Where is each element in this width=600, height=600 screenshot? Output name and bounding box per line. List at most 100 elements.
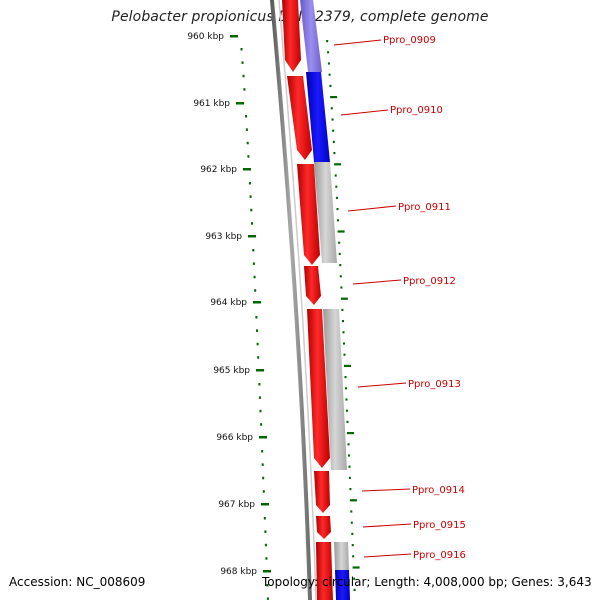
gc-skew-dot (351, 532, 354, 535)
gc-skew-dot (337, 219, 339, 222)
blast-hit (300, 0, 322, 72)
ruler-tick-label: 965 kbp (213, 366, 250, 376)
gc-skew-dot (332, 140, 335, 143)
gc-skew-dot (343, 342, 345, 345)
gc-skew-dot (327, 51, 330, 54)
gc-skew-dot (342, 320, 344, 323)
gc-skew-dot (327, 62, 330, 65)
ruler-dot (258, 383, 261, 386)
gc-skew-dot (347, 432, 354, 435)
gc-skew-dot (334, 163, 342, 166)
gene-label[interactable]: Ppro_0909 (383, 35, 436, 46)
gene-label[interactable]: Ppro_0910 (390, 105, 443, 116)
ruler-dot (262, 476, 265, 480)
ruler-dot (246, 141, 249, 145)
gc-skew-dot (335, 185, 338, 188)
ruler-dot (249, 195, 252, 198)
ruler-dot (260, 423, 263, 426)
cds-arrow (304, 266, 321, 305)
ruler-tick-label: 964 kbp (210, 298, 247, 308)
gc-skew-dot (338, 252, 341, 255)
ruler-dot (266, 584, 269, 587)
ruler-dot (257, 356, 260, 359)
ruler-dot (245, 128, 248, 131)
blast-hit (314, 162, 337, 263)
gc-skew-dot (341, 308, 344, 311)
gene-leader-line (347, 205, 397, 212)
ruler-dot (245, 115, 248, 118)
ruler-dot (241, 61, 244, 64)
ruler-tick (256, 369, 264, 372)
gc-skew-dot (351, 544, 354, 547)
ruler-dot (255, 316, 258, 319)
gc-skew-dot (349, 488, 352, 491)
gene-label[interactable]: Ppro_0914 (412, 485, 465, 496)
ruler-tick-label: 963 kbp (205, 232, 242, 242)
ruler-tick-label: 967 kbp (218, 500, 255, 510)
ruler-dot (250, 208, 253, 212)
gene-label[interactable]: Ppro_0913 (408, 379, 461, 390)
gc-skew-dot (330, 96, 338, 99)
ruler-dot (248, 182, 251, 185)
ruler-tick (230, 35, 238, 38)
ruler-tick (261, 503, 269, 506)
ruler-tick-label: 962 kbp (200, 165, 237, 175)
gc-skew-dot (350, 510, 353, 513)
gc-skew-dot (338, 241, 341, 244)
gc-skew-dot (348, 465, 351, 468)
gene-label[interactable]: Ppro_0911 (398, 202, 451, 213)
gc-skew-dot (339, 275, 342, 278)
ruler-dot (261, 450, 264, 453)
gc-skew-dot (340, 286, 343, 289)
blast-hit (323, 309, 347, 470)
backbone-track (270, 0, 312, 600)
ruler-dot (242, 74, 245, 78)
gc-skew-dot (331, 118, 334, 121)
ruler-tick (236, 102, 244, 105)
gene-label-leaders (333, 39, 412, 558)
gc-skew-dot (330, 107, 333, 110)
gc-skew-dot (347, 443, 350, 446)
ruler-dot (252, 249, 255, 252)
genome-summary: Topology: circular; Length: 4,008,000 bp… (262, 575, 592, 589)
gc-skew-dot (352, 566, 360, 569)
gc-skew-dot (344, 364, 351, 367)
ruler-tick-label: 966 kbp (216, 433, 253, 443)
cds-arrow (314, 471, 330, 513)
ruler-tick (248, 235, 256, 238)
gene-leader-line (361, 488, 411, 492)
gc-skew-dot (348, 454, 350, 457)
blast-hit (334, 542, 349, 570)
ruler-dot (251, 222, 253, 225)
gc-skew-dot (339, 264, 342, 267)
ruler-tick (263, 570, 271, 573)
gene-label[interactable]: Ppro_0916 (413, 550, 466, 561)
gene-leader-line (362, 523, 412, 528)
ruler-dot (256, 329, 258, 332)
cds-arrow (316, 516, 331, 539)
gc-skew-dot (349, 499, 357, 502)
ruler-dot (256, 342, 259, 346)
ruler-tick-label: 968 kbp (220, 567, 257, 577)
ruler-dot (247, 155, 250, 158)
gc-skew-dot (345, 387, 347, 390)
gene-leader-line (363, 553, 412, 558)
gene-labels: Ppro_0909 Ppro_0910 Ppro_0911 Ppro_0912 Ppro… (383, 35, 466, 561)
gene-label[interactable]: Ppro_0915 (413, 520, 466, 531)
gene-leader-line (340, 109, 389, 116)
gc-skew-dot (345, 398, 348, 401)
ruler-dot (264, 543, 267, 547)
cds-track (282, 0, 333, 600)
gc-skew-dot (343, 353, 346, 356)
blast-hit (306, 72, 330, 162)
accession-label: Accession: NC_008609 (9, 575, 146, 589)
ruler-tick (243, 168, 251, 171)
ruler-dot (252, 262, 255, 265)
gene-leader-line (352, 279, 402, 285)
gc-skew-dot (350, 521, 353, 524)
gene-label[interactable]: Ppro_0912 (403, 276, 456, 287)
cds-arrow (287, 76, 312, 160)
gc-skew-dot (353, 577, 356, 580)
gc-skew-dot (337, 230, 345, 233)
